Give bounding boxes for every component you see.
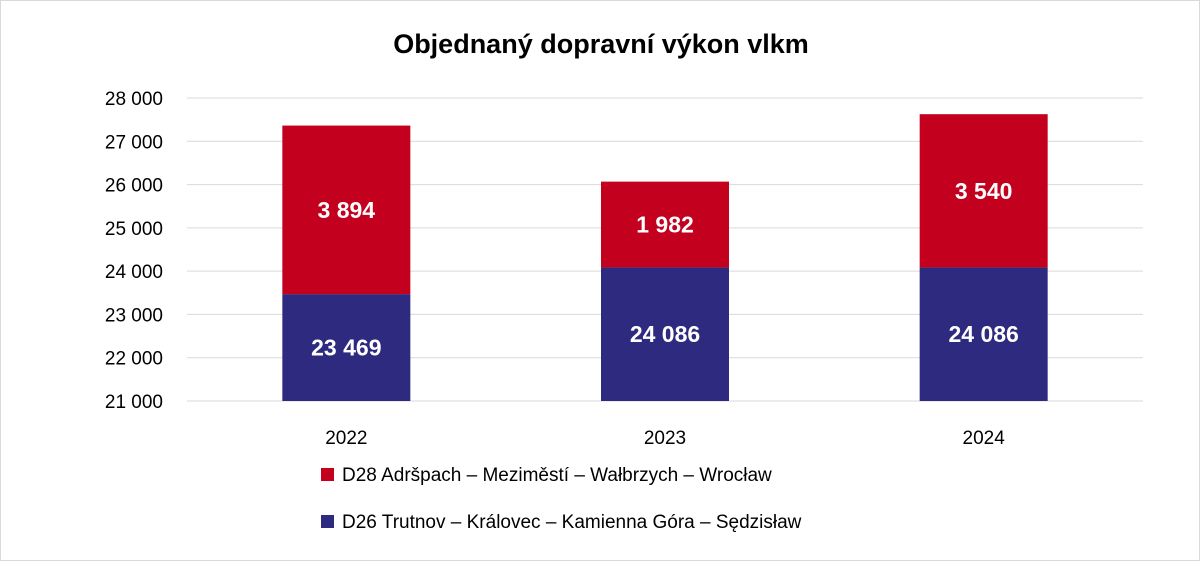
x-axis-tick-labels: 2022 2023 2024 <box>325 428 1005 449</box>
y-tick-label: 27 000 <box>105 132 163 153</box>
y-tick-label: 21 000 <box>105 392 163 413</box>
data-label: 23 469 <box>311 335 381 361</box>
bar-d28-2023 <box>601 181 729 268</box>
legend-label: D26 Trutnov – Královec – Kamienna Góra –… <box>342 512 802 533</box>
x-tick-label: 2023 <box>644 428 686 449</box>
y-tick-label: 22 000 <box>105 349 163 370</box>
bar-d26-2024 <box>919 267 1048 401</box>
data-label: 1 982 <box>636 212 694 238</box>
y-tick-label: 23 000 <box>105 305 163 326</box>
bar-d28-2022 <box>282 125 411 295</box>
x-tick-label: 2024 <box>963 428 1006 449</box>
y-tick-label: 28 000 <box>105 89 163 110</box>
data-label: 24 086 <box>630 321 700 347</box>
bar-d26-2022 <box>282 294 411 401</box>
y-axis-tick-labels: 21 000 22 000 23 000 24 000 25 000 26 000 27 0… <box>105 89 163 413</box>
bar-d28-2024 <box>919 114 1048 268</box>
bars: 23 469 3 894 24 086 1 982 24 086 3 540 <box>282 114 1048 401</box>
chart-title: Objednaný dopravní výkon vlkm <box>393 29 809 59</box>
legend-label: D28 Adršpach – Meziměstí – Wałbrzych – W… <box>342 465 772 486</box>
legend-swatch <box>321 515 334 528</box>
data-label: 3 894 <box>318 197 376 223</box>
y-tick-label: 24 000 <box>105 262 163 283</box>
bar-d26-2023 <box>601 267 729 401</box>
y-tick-label: 26 000 <box>105 176 163 197</box>
data-label: 24 086 <box>948 321 1018 347</box>
legend-swatch <box>321 468 334 481</box>
y-tick-label: 25 000 <box>105 219 163 240</box>
x-tick-label: 2022 <box>325 428 367 449</box>
legend: D28 Adršpach – Meziměstí – Wałbrzych – W… <box>321 465 802 533</box>
data-label: 3 540 <box>955 178 1013 204</box>
